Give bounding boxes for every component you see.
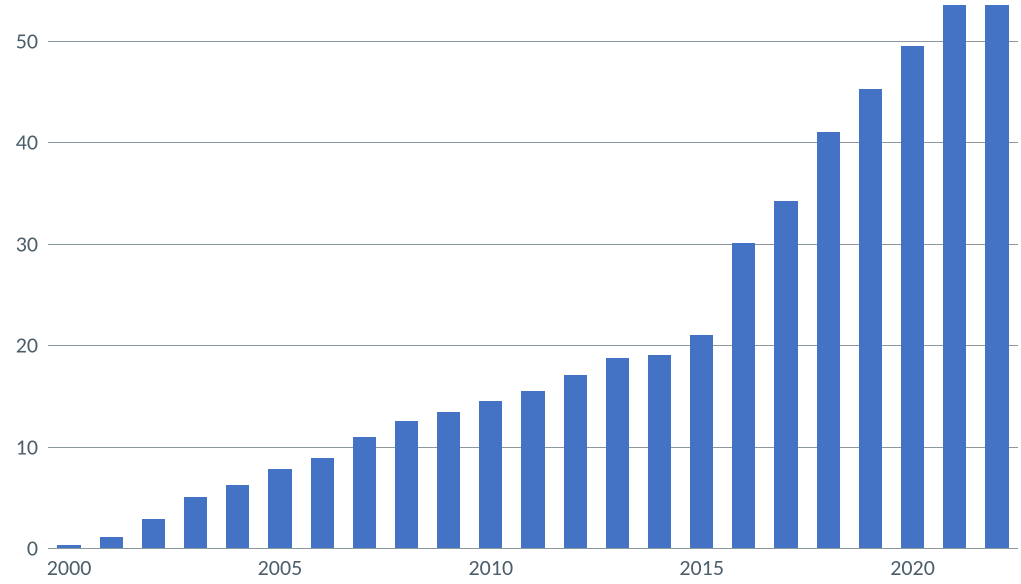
- bar: [353, 437, 376, 548]
- bar: [901, 46, 924, 548]
- bar: [184, 497, 207, 548]
- bar: [437, 412, 460, 548]
- bar: [985, 5, 1008, 548]
- bar: [479, 401, 502, 548]
- y-tick-label: 0: [0, 535, 38, 562]
- bar: [943, 5, 966, 548]
- y-tick-label: 40: [0, 129, 38, 156]
- x-tick-label: 2010: [469, 554, 514, 581]
- bar: [142, 519, 165, 548]
- gridline: [48, 41, 1018, 42]
- bar: [690, 335, 713, 548]
- bar: [395, 421, 418, 548]
- x-tick-label: 2015: [679, 554, 724, 581]
- bar-chart: 0 10 20 30 40 50 2000 2005 2010 2015 2020: [0, 0, 1021, 584]
- bar: [817, 132, 840, 548]
- y-tick-label: 10: [0, 433, 38, 460]
- y-tick-label: 30: [0, 230, 38, 257]
- bar: [100, 537, 123, 548]
- bar: [226, 485, 249, 548]
- x-tick-label: 2000: [47, 554, 92, 581]
- bar: [774, 201, 797, 548]
- bar: [311, 458, 334, 548]
- x-axis-line: [48, 548, 1018, 549]
- bar: [57, 545, 80, 548]
- y-tick-label: 20: [0, 332, 38, 359]
- x-tick-label: 2005: [258, 554, 303, 581]
- y-tick-label: 50: [0, 27, 38, 54]
- bar: [606, 358, 629, 548]
- plot-area: 0102030405020002005201020152020: [48, 0, 1018, 548]
- bar: [521, 391, 544, 548]
- bar: [268, 469, 291, 548]
- bar: [648, 355, 671, 548]
- x-tick-label: 2020: [890, 554, 935, 581]
- bar: [859, 89, 882, 548]
- bar: [564, 375, 587, 548]
- bar: [732, 243, 755, 548]
